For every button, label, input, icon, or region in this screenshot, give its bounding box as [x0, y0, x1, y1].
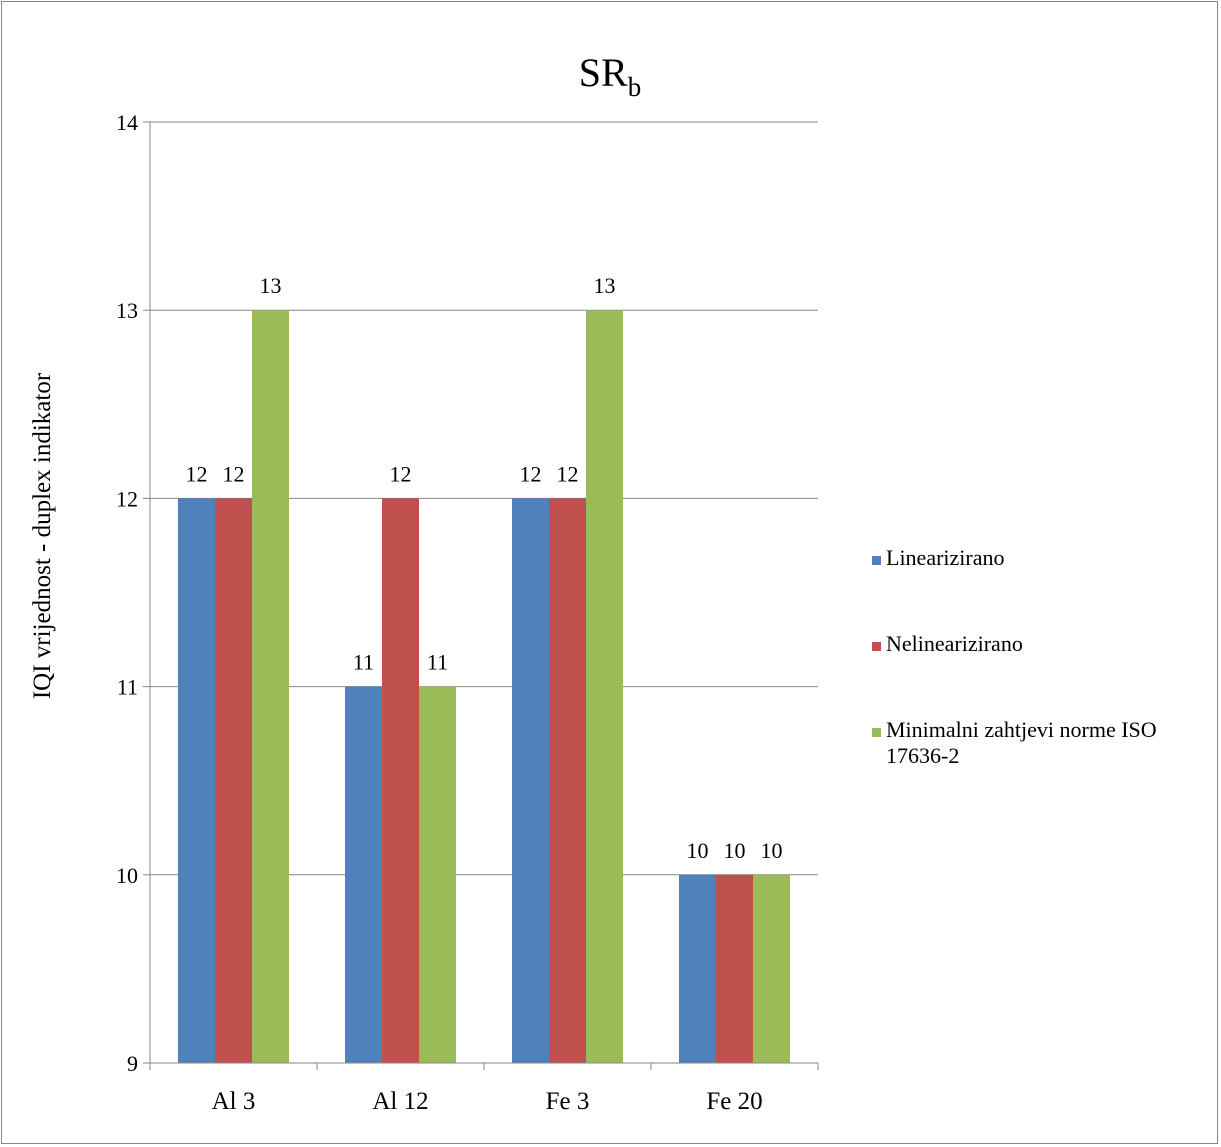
- legend-label-line: Minimalni zahtjevi norme ISO: [886, 717, 1157, 742]
- data-label: 12: [223, 461, 245, 486]
- bar: [178, 498, 215, 1063]
- data-label: 11: [353, 650, 374, 675]
- bars: [178, 310, 790, 1063]
- bar: [679, 874, 716, 1063]
- legend-swatch: [872, 728, 881, 737]
- data-labels: 12 12 13 11 12 11 12 12 13 10 10 10: [186, 273, 783, 863]
- bar: [512, 498, 549, 1063]
- data-label: 13: [594, 273, 616, 298]
- y-axis-label: IQI vrijednost - duplex indikator: [29, 372, 56, 699]
- chart-title: SRb: [579, 50, 641, 102]
- legend: Linearizirano Nelinearizirano Minimalni za…: [872, 545, 1157, 768]
- legend-label-line: 17636-2: [886, 743, 959, 768]
- bar: [345, 686, 382, 1063]
- legend-label: Linearizirano: [886, 545, 1005, 570]
- data-label: 12: [390, 461, 412, 486]
- bar: [549, 498, 586, 1063]
- bar: [753, 874, 790, 1063]
- x-tick-label: Fe 20: [706, 1088, 762, 1115]
- x-tick-label: Fe 3: [546, 1088, 590, 1115]
- legend-swatch: [872, 642, 881, 651]
- axes: 9 10 11 12 13 14 Al 3 Al 12 Fe 3 Fe 20: [116, 110, 819, 1115]
- chart-title-main: SR: [579, 50, 628, 95]
- y-tick-label: 11: [117, 675, 138, 700]
- y-tick-label: 9: [127, 1051, 138, 1076]
- bar: [716, 874, 753, 1063]
- data-label: 12: [557, 461, 579, 486]
- bar: [586, 310, 623, 1063]
- chart-title-subscript: b: [628, 72, 642, 102]
- bar: [419, 686, 456, 1063]
- data-label: 10: [761, 838, 783, 863]
- bar: [252, 310, 289, 1063]
- bar: [382, 498, 419, 1063]
- bar: [215, 498, 252, 1063]
- y-tick-label: 13: [116, 298, 138, 323]
- data-label: 13: [260, 273, 282, 298]
- data-label: 12: [186, 461, 208, 486]
- data-label: 10: [687, 838, 709, 863]
- data-label: 10: [724, 838, 746, 863]
- legend-label: Minimalni zahtjevi norme ISO 17636-2: [886, 717, 1157, 768]
- y-tick-label: 10: [116, 863, 138, 888]
- legend-label: Nelinearizirano: [886, 631, 1023, 656]
- y-tick-label: 14: [116, 110, 138, 135]
- x-tick-label: Al 12: [372, 1088, 428, 1115]
- x-tick-label: Al 3: [212, 1088, 256, 1115]
- data-label: 11: [427, 650, 448, 675]
- legend-swatch: [872, 556, 881, 565]
- data-label: 12: [520, 461, 542, 486]
- y-tick-label: 12: [116, 486, 138, 511]
